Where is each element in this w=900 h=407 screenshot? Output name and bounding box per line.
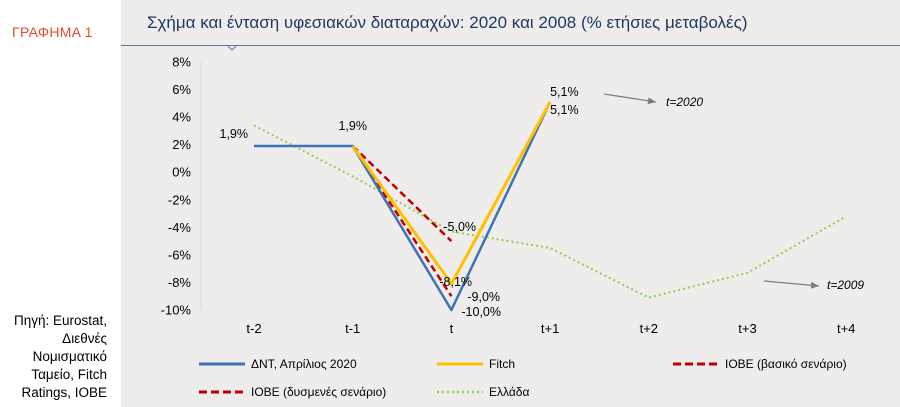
legend-label-fitch: Fitch xyxy=(489,357,516,371)
series-line-dnt xyxy=(254,101,552,312)
data-label: -10,0% xyxy=(461,305,501,319)
x-tick-label: t+3 xyxy=(738,321,756,336)
legend-label-iobe-adverse: ΙΟΒΕ (δυσμενές σενάριο) xyxy=(251,385,387,399)
x-tick-label: t+1 xyxy=(541,321,559,336)
legend-item-dnt: ΔΝΤ, Απρίλιος 2020 xyxy=(199,356,357,372)
sidebar: ΓΡΑΦΗΜΑ 1 Πηγή: Eurostat, Διεθνές Νομισμ… xyxy=(0,0,121,407)
legend-item-iobe-base: ΙΟΒΕ (βασικό σενάριο) xyxy=(673,356,847,372)
y-tick-label: 4% xyxy=(172,110,191,125)
y-tick-label: -4% xyxy=(168,220,192,235)
annotation-label: t=2009 xyxy=(827,278,864,292)
y-tick-label: -6% xyxy=(168,247,192,262)
axis-layer: 8% 6% 4% 2% 0% -2% -4% -6% -8% -10% t-2 t-1 t t+1 t+2 t… xyxy=(161,55,856,337)
y-tick-label: 6% xyxy=(172,82,191,97)
series-line-iobe-base xyxy=(351,145,453,243)
y-tick-label: 0% xyxy=(172,165,191,180)
data-label: 5,1% xyxy=(550,103,579,117)
x-tick-label: t-2 xyxy=(246,321,261,336)
chart-panel: Σχήμα και ένταση υφεσιακών διαταραχών: 2… xyxy=(121,0,900,407)
data-label: -5,0% xyxy=(443,220,476,234)
series-line-iobe-adverse xyxy=(351,145,453,297)
annotation-layer: t=2020 t=2009 xyxy=(603,93,864,292)
annotation-arrow-head-icon xyxy=(647,97,656,105)
data-label: 1,9% xyxy=(220,127,249,141)
legend-label-greece: Ελλάδα xyxy=(489,385,530,399)
data-label: 1,9% xyxy=(338,119,367,133)
chart-header: Σχήμα και ένταση υφεσιακών διαταραχών: 2… xyxy=(121,0,900,51)
x-tick-label: t-1 xyxy=(345,321,360,336)
legend-label-iobe-base: ΙΟΒΕ (βασικό σενάριο) xyxy=(725,357,847,371)
annotation-arrow-head-icon xyxy=(810,281,819,289)
legend-swatch-greece xyxy=(437,390,483,394)
line-chart: 8% 6% 4% 2% 0% -2% -4% -6% -8% -10% t-2 t-1 t t+1 t+2 t… xyxy=(161,55,865,337)
y-tick-label: 8% xyxy=(172,55,191,70)
y-tick-label: -8% xyxy=(168,275,192,290)
title-notch-icon xyxy=(227,45,237,51)
legend-swatch-iobe-adverse xyxy=(199,390,245,394)
annotation-arrow-line xyxy=(763,280,820,287)
legend-item-iobe-adverse: ΙΟΒΕ (δυσμενές σενάριο) xyxy=(199,384,386,400)
legend-item-greece: Ελλάδα xyxy=(437,384,529,400)
figure-label: ΓΡΑΦΗΜΑ 1 xyxy=(12,24,93,40)
y-tick-label: -2% xyxy=(168,192,192,207)
annotation-arrow-line xyxy=(603,93,657,103)
data-label: -9,0% xyxy=(467,290,500,304)
series-layer xyxy=(253,101,847,312)
title-rule xyxy=(121,45,900,46)
y-tick-label: 2% xyxy=(172,137,191,152)
annotation-label: t=2020 xyxy=(666,95,703,109)
x-tick-label: t+2 xyxy=(640,321,658,336)
chart-title: Σχήμα και ένταση υφεσιακών διαταραχών: 2… xyxy=(147,13,748,32)
legend-swatch-dnt xyxy=(199,362,245,366)
series-line-fitch xyxy=(351,101,552,286)
data-label: 5,1% xyxy=(550,85,579,99)
legend-swatch-fitch xyxy=(437,362,483,366)
x-tick-label: t+4 xyxy=(837,321,855,336)
series-line-greece xyxy=(253,124,847,299)
source-note: Πηγή: Eurostat, Διεθνές Νομισματικό Ταμε… xyxy=(13,313,107,400)
legend-item-fitch: Fitch xyxy=(437,356,515,372)
data-label: -8,1% xyxy=(439,275,472,289)
data-label-layer: 1,9% 1,9% -5,0% -8,1%-9,0%-10,0% 5,1% 5,1% xyxy=(220,85,579,319)
y-tick-label: -10% xyxy=(161,303,192,318)
legend-swatch-iobe-base xyxy=(673,362,719,366)
x-tick-label: t xyxy=(450,321,454,336)
legend-label-dnt: ΔΝΤ, Απρίλιος 2020 xyxy=(251,357,357,371)
